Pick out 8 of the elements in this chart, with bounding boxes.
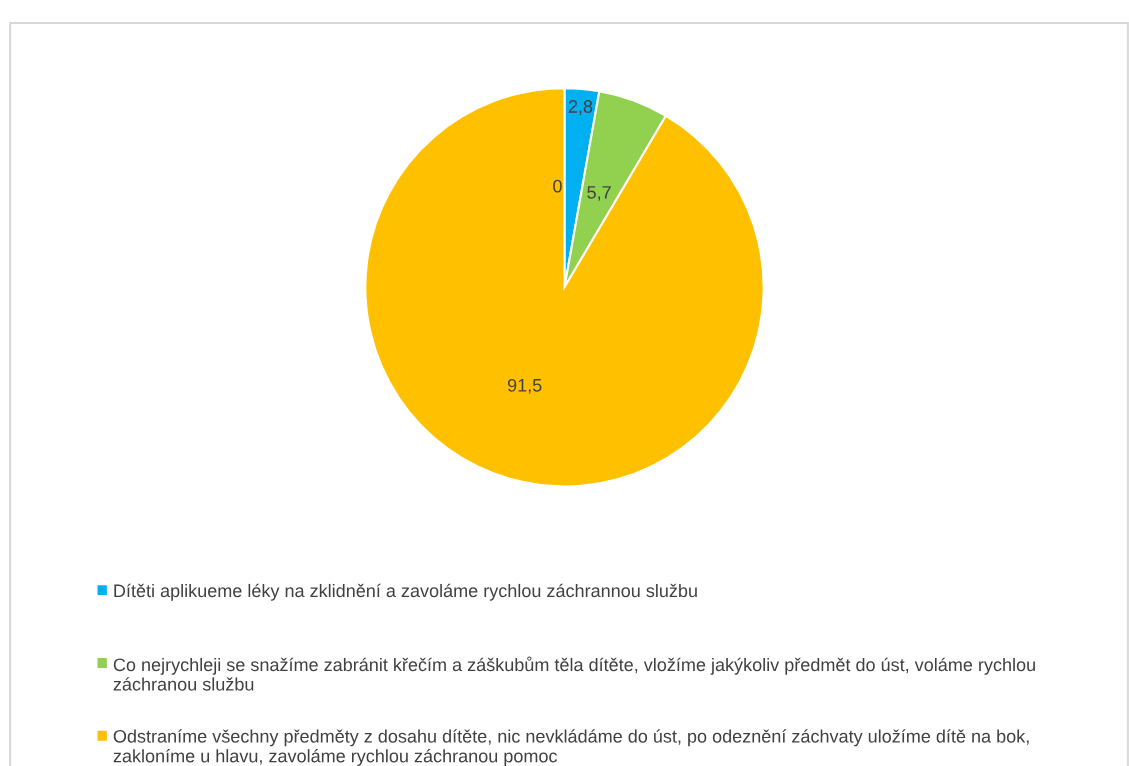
data-label: 2,8 <box>568 100 593 115</box>
pie-slice <box>364 87 765 488</box>
legend-label: Dítěti aplikueme léky na zklidnění a zavoláme rychlou záchrannou službu <box>114 583 697 601</box>
legend-label: Co nejrychleji se snažíme zabránit křečím a záškubům těla dítěte, vložíme jakýkoliv předmět do úst, voláme rychlou záchranou službu <box>113 656 1035 691</box>
data-label: 5,7 <box>587 186 611 201</box>
legend-label: Odstraníme všechny předměty z dosahu dítěte, nic nevkládáme do úst, po odeznění záchvaty uložíme dítě na bok, zakloníme u hlavu, zavoláme rychlou záchranou pomoc <box>113 729 1029 766</box>
data-label: 91,5 <box>507 378 542 394</box>
text: 0 <box>553 179 562 193</box>
